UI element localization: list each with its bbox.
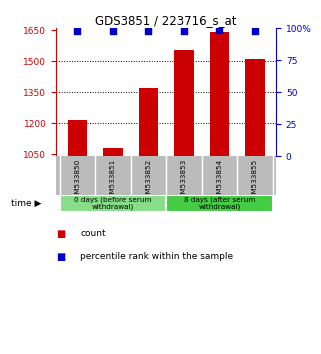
Text: GSM533850: GSM533850 — [74, 159, 81, 204]
Bar — [103, 148, 123, 354]
Text: GSM533852: GSM533852 — [145, 159, 152, 204]
Point — [181, 28, 187, 34]
Text: ■: ■ — [56, 252, 65, 262]
Bar — [166, 194, 273, 212]
Point — [146, 28, 151, 34]
Bar — [68, 120, 87, 354]
Point — [252, 28, 257, 34]
Text: GSM533851: GSM533851 — [110, 159, 116, 204]
Point — [75, 28, 80, 34]
Text: percentile rank within the sample: percentile rank within the sample — [80, 252, 233, 261]
Text: time ▶: time ▶ — [11, 199, 42, 208]
Bar — [174, 50, 194, 354]
Text: GSM533855: GSM533855 — [252, 159, 258, 204]
Title: GDS3851 / 223716_s_at: GDS3851 / 223716_s_at — [95, 14, 237, 27]
Text: 8 days (after serum
withdrawal): 8 days (after serum withdrawal) — [184, 196, 255, 210]
Text: GSM533853: GSM533853 — [181, 159, 187, 204]
Bar — [245, 59, 265, 354]
Text: ■: ■ — [56, 229, 65, 239]
Bar — [210, 33, 229, 354]
Bar — [139, 88, 158, 354]
Text: GSM533854: GSM533854 — [216, 159, 222, 204]
Text: 0 days (before serum
withdrawal): 0 days (before serum withdrawal) — [74, 196, 152, 210]
Text: count: count — [80, 229, 106, 238]
Point — [217, 27, 222, 33]
Bar — [60, 194, 166, 212]
Point — [110, 28, 116, 34]
